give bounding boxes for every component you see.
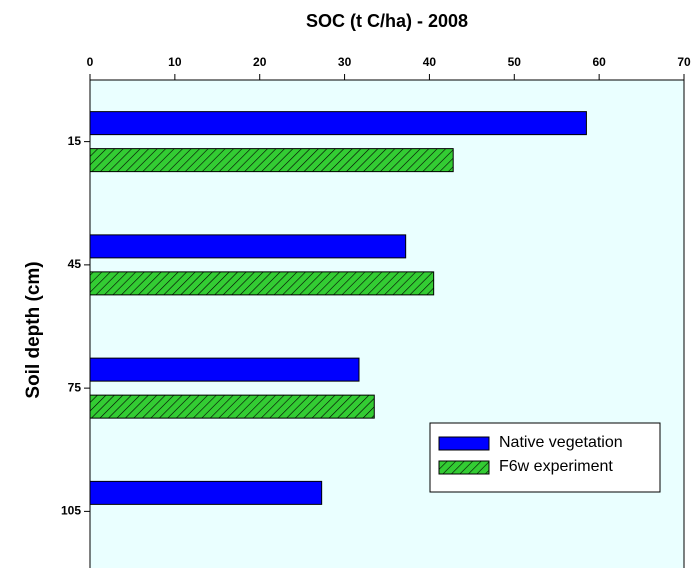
x-tick-label: 70 bbox=[677, 55, 691, 69]
bar bbox=[89, 394, 375, 419]
legend-box bbox=[429, 422, 661, 493]
y-tick-label: 105 bbox=[61, 504, 81, 518]
legend-label: F6w experiment bbox=[499, 458, 613, 475]
legend-swatch bbox=[438, 436, 490, 451]
bar bbox=[89, 148, 454, 173]
x-tick-label: 10 bbox=[168, 55, 182, 69]
y-tick-label: 45 bbox=[68, 257, 82, 271]
x-tick-label: 20 bbox=[253, 55, 267, 69]
bar bbox=[89, 357, 360, 382]
bar bbox=[89, 234, 407, 259]
x-tick-label: 0 bbox=[87, 55, 94, 69]
x-axis-title: SOC (t C/ha) - 2008 bbox=[306, 11, 468, 31]
legend-label: Native vegetation bbox=[499, 434, 623, 451]
y-tick-label: 15 bbox=[68, 134, 82, 148]
bar bbox=[89, 111, 587, 136]
bar bbox=[89, 271, 435, 296]
y-tick-label: 75 bbox=[68, 380, 82, 394]
legend-swatch bbox=[438, 460, 490, 475]
x-tick-label: 50 bbox=[508, 55, 522, 69]
y-axis-title: Soil depth (cm) bbox=[23, 261, 44, 398]
x-tick-label: 60 bbox=[592, 55, 606, 69]
bar bbox=[89, 480, 323, 505]
x-tick-label: 40 bbox=[423, 55, 437, 69]
x-tick-label: 30 bbox=[338, 55, 352, 69]
